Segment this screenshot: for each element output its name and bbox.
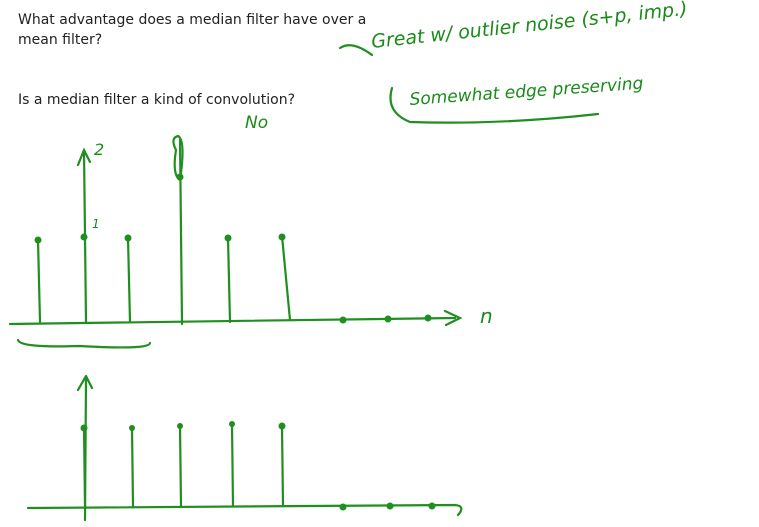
dot bbox=[81, 425, 88, 432]
handwriting: Great w/ outlier noise (s+p, imp.) Somew… bbox=[0, 0, 759, 527]
axis bbox=[28, 505, 461, 515]
dot bbox=[425, 315, 432, 322]
answer: Great w/ outlier noise (s+p, imp.) bbox=[370, 0, 688, 53]
dot bbox=[340, 317, 347, 324]
axis-label: n bbox=[480, 304, 493, 328]
dot bbox=[279, 234, 286, 241]
dot bbox=[229, 421, 235, 427]
dot bbox=[81, 234, 88, 241]
dot bbox=[129, 425, 135, 431]
stems bbox=[84, 424, 283, 506]
connector bbox=[340, 45, 372, 55]
dot bbox=[225, 235, 232, 242]
stem-label: 2 bbox=[94, 140, 104, 159]
dot bbox=[177, 423, 183, 429]
dot bbox=[429, 503, 436, 510]
dot bbox=[177, 174, 184, 181]
dot bbox=[385, 316, 392, 323]
dot bbox=[387, 503, 394, 510]
stems bbox=[38, 140, 290, 324]
dot bbox=[340, 504, 347, 511]
answer: Somewhat edge preserving bbox=[409, 74, 644, 110]
stem-label: 1 bbox=[92, 217, 100, 231]
axis bbox=[10, 311, 460, 325]
page: What advantage does a median filter have… bbox=[0, 0, 759, 527]
dot bbox=[125, 235, 132, 242]
answer: No bbox=[245, 113, 268, 133]
dot bbox=[279, 423, 286, 430]
dot bbox=[35, 237, 42, 244]
bracket bbox=[18, 340, 150, 347]
